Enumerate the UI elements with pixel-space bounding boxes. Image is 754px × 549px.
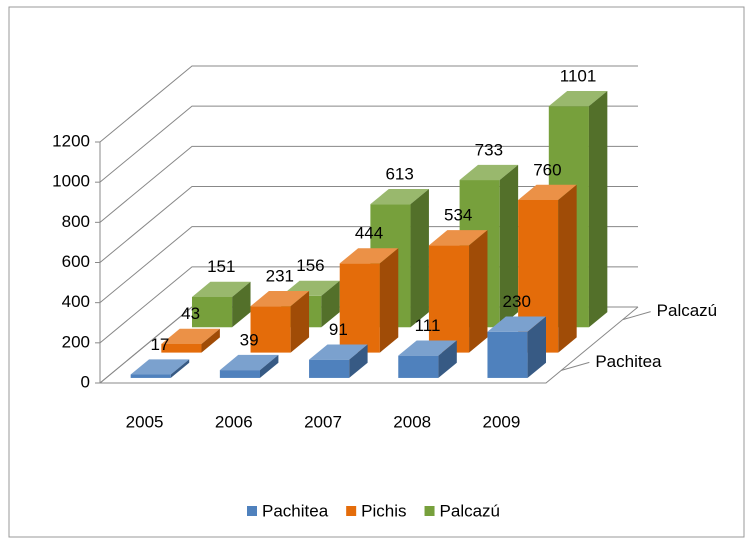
bar-top [398, 340, 457, 356]
y-tick-label: 1200 [52, 131, 90, 150]
legend-swatch [424, 506, 435, 516]
bar-front [339, 263, 380, 353]
grid-line [99, 145, 638, 223]
bar-side [201, 328, 220, 353]
value-label: 39 [240, 330, 259, 349]
value-label: 17 [150, 335, 169, 354]
bar-side [499, 164, 519, 328]
bar-front [309, 359, 350, 378]
depth-label: Pachitea [595, 352, 662, 371]
bar-top [161, 328, 220, 344]
bar-side [379, 248, 399, 353]
value-label: 151 [207, 257, 235, 276]
bar [191, 281, 251, 328]
value-label: 534 [444, 206, 472, 225]
value-label: 733 [475, 140, 503, 159]
bar [161, 328, 220, 353]
bar-side [438, 340, 457, 378]
bar-top [219, 354, 279, 371]
bar [398, 340, 457, 378]
bar-side [588, 90, 608, 328]
value-label: 91 [329, 320, 348, 339]
bar-front [428, 245, 470, 353]
bar-side [290, 291, 310, 353]
bar [250, 291, 310, 353]
y-tick-label: 0 [81, 372, 90, 391]
value-label: 111 [415, 316, 441, 335]
x-tick-label: 2008 [393, 412, 431, 431]
bar-front [161, 343, 202, 353]
bar-top [518, 184, 577, 200]
tick-mark [622, 311, 651, 321]
y-tick-label: 400 [62, 292, 90, 311]
x-tick-label: 2007 [304, 412, 342, 431]
value-label: 230 [503, 292, 531, 311]
bar [309, 344, 368, 378]
bar-side [410, 188, 429, 328]
bar-top [370, 188, 429, 205]
x-tick-label: 2006 [215, 412, 253, 431]
bar-top [191, 281, 251, 297]
bar [130, 359, 190, 378]
bar [487, 316, 547, 378]
bar-top [487, 316, 547, 332]
bar-front [487, 331, 528, 378]
axis [100, 306, 639, 384]
tick-mark [561, 361, 590, 371]
bar-top [428, 230, 488, 246]
grid-line [99, 105, 638, 183]
bar-front [219, 370, 261, 378]
bar-top [309, 344, 368, 360]
value-label: 760 [533, 160, 561, 179]
bar-top [130, 359, 190, 375]
value-label: 231 [266, 266, 294, 285]
bar-side [170, 359, 190, 378]
bar-front [398, 355, 439, 378]
bar-front [191, 296, 233, 328]
value-label: 444 [355, 224, 383, 243]
bar-side [232, 281, 251, 328]
y-tick-label: 600 [62, 252, 90, 271]
x-tick-label: 2005 [126, 412, 164, 431]
legend-swatch [346, 506, 357, 516]
bar-side [349, 344, 368, 378]
bar-front [130, 374, 171, 378]
bar-top [548, 90, 608, 107]
bar [339, 248, 399, 353]
bar-front [250, 306, 291, 353]
y-tick-label: 200 [62, 332, 90, 351]
legend-label: Palcazú [440, 501, 500, 520]
bar-side [558, 184, 577, 353]
bar-top [459, 164, 519, 181]
bar-side [469, 230, 488, 353]
legend-swatch [247, 506, 257, 516]
bar-side [321, 280, 340, 328]
depth-label: Palcazú [657, 301, 717, 320]
value-label: 43 [181, 304, 200, 323]
bar [428, 230, 488, 353]
bar-side [527, 316, 547, 378]
value-label: 156 [296, 256, 324, 275]
value-label: 613 [385, 164, 413, 183]
y-tick-label: 800 [62, 212, 90, 231]
bar-top [250, 291, 310, 307]
legend-label: Pachitea [262, 501, 329, 520]
legend-label: Pichis [361, 501, 406, 520]
y-tick-label: 1000 [52, 172, 90, 191]
value-label: 1101 [560, 66, 597, 85]
bar [219, 354, 279, 378]
bar-top [339, 248, 399, 264]
grid-line [99, 65, 638, 143]
bar-side [260, 354, 279, 378]
x-tick-label: 2009 [482, 412, 520, 431]
